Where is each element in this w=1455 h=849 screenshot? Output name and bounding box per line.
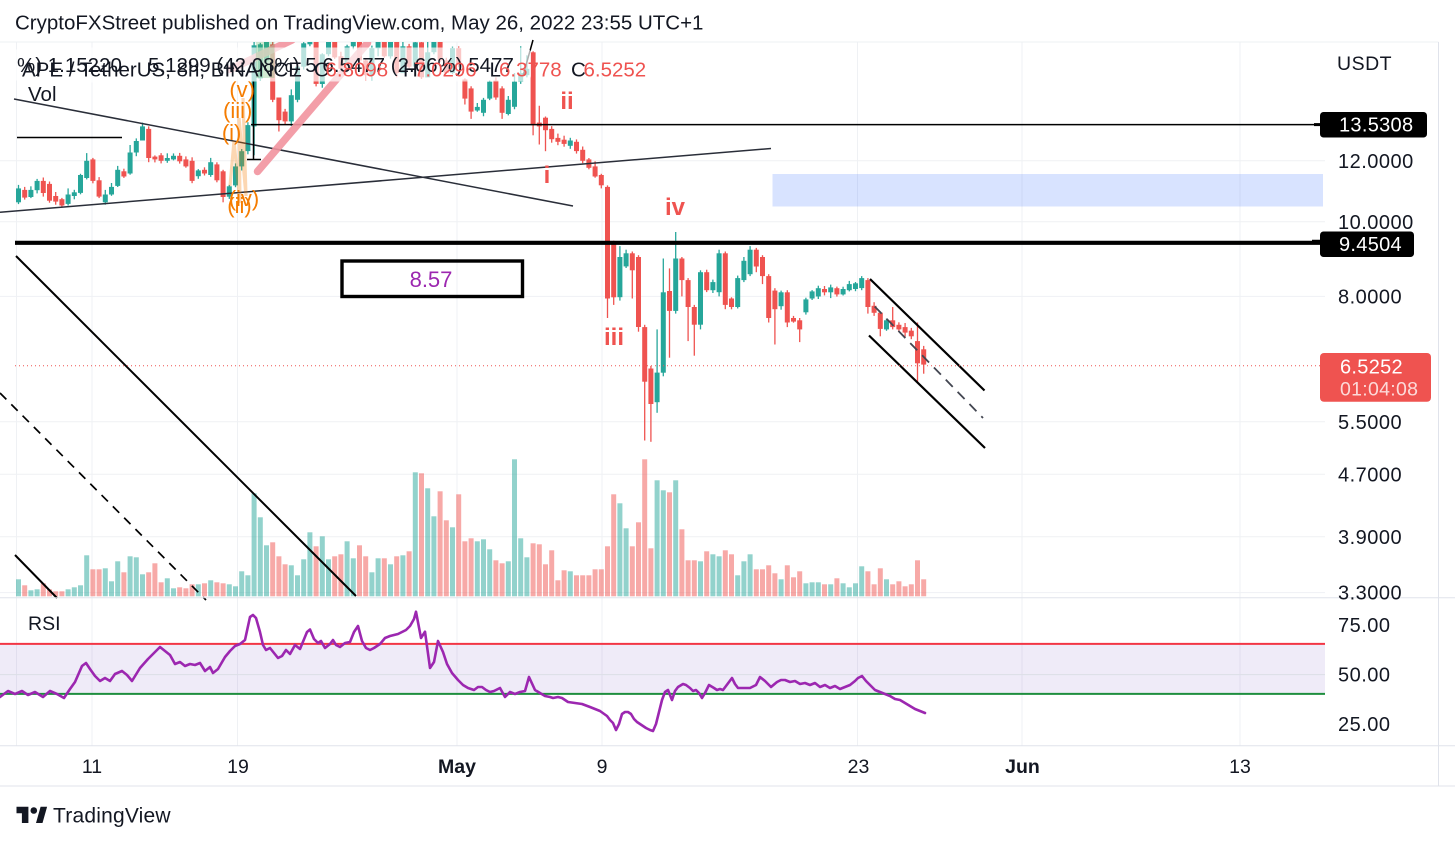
svg-text:13.5308: 13.5308 — [1339, 115, 1413, 137]
svg-text:Vol: Vol — [28, 83, 57, 106]
svg-text:L: L — [490, 59, 501, 82]
svg-text:O: O — [314, 59, 330, 82]
svg-text:9.4504: 9.4504 — [1339, 234, 1402, 256]
svg-text:(ii): (ii) — [227, 193, 251, 218]
svg-text:11: 11 — [82, 756, 102, 778]
svg-text:5.5000: 5.5000 — [1338, 412, 1402, 434]
svg-text:6.5252: 6.5252 — [584, 59, 647, 82]
svg-text:C: C — [571, 59, 586, 82]
svg-text:8.0000: 8.0000 — [1338, 286, 1402, 308]
svg-text:5.1299 (42.08%) 5 6.5477 (2.66: 5.1299 (42.08%) 5 6.5477 (2.66%) 5477 — [148, 54, 514, 77]
svg-text:6.5252: 6.5252 — [1340, 357, 1403, 379]
svg-text:10.0000: 10.0000 — [1338, 212, 1414, 234]
svg-text:12.0000: 12.0000 — [1338, 151, 1414, 173]
svg-text:6.8098: 6.8098 — [326, 59, 389, 82]
svg-text:50.00: 50.00 — [1338, 665, 1391, 687]
svg-text:RSI: RSI — [28, 613, 61, 635]
svg-text:9: 9 — [597, 756, 608, 778]
svg-text:7.0296: 7.0296 — [414, 59, 477, 82]
svg-text:USDT: USDT — [1337, 53, 1392, 75]
svg-text:3.3000: 3.3000 — [1338, 583, 1402, 605]
svg-text:23: 23 — [848, 756, 870, 778]
svg-text:%) 1.15220: %) 1.15220 — [17, 54, 122, 77]
svg-text:APE / TetherUS, 8h, BINANCE: APE / TetherUS, 8h, BINANCE — [22, 59, 302, 82]
svg-text:25.00: 25.00 — [1338, 714, 1391, 736]
svg-text:Jun: Jun — [1005, 756, 1040, 778]
svg-text:CryptoFXStreet published on Tr: CryptoFXStreet published on TradingView.… — [15, 12, 703, 35]
svg-text:4.7000: 4.7000 — [1338, 464, 1402, 486]
svg-text:3.9000: 3.9000 — [1338, 527, 1402, 549]
svg-text:6.3778: 6.3778 — [499, 59, 562, 82]
svg-text:01:04:08: 01:04:08 — [1340, 379, 1418, 401]
svg-text:H: H — [403, 59, 418, 82]
svg-text:19: 19 — [227, 756, 249, 778]
svg-text:(iv): (iv) — [229, 186, 260, 211]
svg-text:May: May — [438, 756, 476, 778]
svg-text:ii: ii — [560, 88, 573, 115]
svg-text:13: 13 — [1229, 756, 1251, 778]
svg-text:75.00: 75.00 — [1338, 615, 1391, 637]
svg-text:i: i — [544, 162, 551, 189]
svg-text:iii: iii — [604, 324, 624, 351]
svg-text:(i): (i) — [222, 120, 242, 145]
svg-text:iv: iv — [665, 194, 686, 221]
svg-text:TradingView: TradingView — [53, 805, 171, 828]
svg-text:8.57: 8.57 — [410, 267, 453, 292]
svg-text:(iii): (iii) — [223, 98, 252, 123]
